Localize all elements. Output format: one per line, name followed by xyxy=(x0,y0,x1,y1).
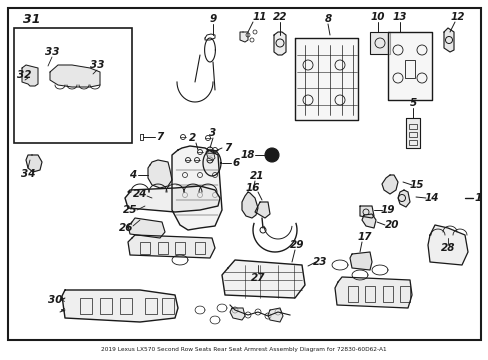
Polygon shape xyxy=(125,186,220,212)
Polygon shape xyxy=(294,38,357,120)
Bar xyxy=(404,60,414,78)
Bar xyxy=(158,242,168,254)
Text: 2019 Lexus LX570 Second Row Seats Rear Seat Armrest Assembly Diagram for 72830-6: 2019 Lexus LX570 Second Row Seats Rear S… xyxy=(101,347,386,352)
Bar xyxy=(140,242,150,254)
Polygon shape xyxy=(128,235,215,258)
Polygon shape xyxy=(229,308,244,320)
Polygon shape xyxy=(361,214,375,228)
Polygon shape xyxy=(128,218,164,238)
Polygon shape xyxy=(381,175,397,194)
Text: 18: 18 xyxy=(240,150,255,160)
Bar xyxy=(369,32,389,54)
Bar xyxy=(175,242,184,254)
Polygon shape xyxy=(405,118,419,148)
Text: 33: 33 xyxy=(45,47,59,57)
Text: 21: 21 xyxy=(249,171,264,181)
Polygon shape xyxy=(397,190,409,207)
Polygon shape xyxy=(349,252,371,270)
Text: 17: 17 xyxy=(357,232,371,242)
Polygon shape xyxy=(387,32,431,100)
Text: 33: 33 xyxy=(90,60,104,70)
Bar xyxy=(195,242,204,254)
Bar xyxy=(347,286,357,302)
Text: 6: 6 xyxy=(232,158,239,168)
Text: 22: 22 xyxy=(272,12,286,22)
Polygon shape xyxy=(22,65,38,86)
Text: 1: 1 xyxy=(473,193,481,203)
Text: 32: 32 xyxy=(17,70,31,80)
Text: 10: 10 xyxy=(370,12,385,22)
Polygon shape xyxy=(62,290,178,322)
Polygon shape xyxy=(273,32,285,55)
Bar xyxy=(80,298,92,314)
Polygon shape xyxy=(427,225,467,265)
Polygon shape xyxy=(148,160,172,188)
Polygon shape xyxy=(334,277,411,308)
Bar xyxy=(162,298,174,314)
Text: 19: 19 xyxy=(380,205,394,215)
Circle shape xyxy=(264,148,279,162)
Text: 7: 7 xyxy=(224,143,231,153)
Text: 25: 25 xyxy=(122,205,137,215)
Text: 13: 13 xyxy=(392,12,407,22)
Text: 15: 15 xyxy=(409,180,424,190)
Polygon shape xyxy=(205,150,215,160)
Text: 4: 4 xyxy=(129,170,136,180)
Text: 28: 28 xyxy=(440,243,454,253)
Text: 29: 29 xyxy=(289,240,304,250)
Text: 7: 7 xyxy=(156,132,163,142)
Polygon shape xyxy=(203,150,221,176)
Bar xyxy=(408,140,416,145)
Text: 26: 26 xyxy=(119,223,133,233)
Text: 14: 14 xyxy=(424,193,438,203)
Text: 34: 34 xyxy=(20,169,35,179)
Polygon shape xyxy=(240,32,247,42)
Text: 2: 2 xyxy=(189,133,196,143)
Text: 16: 16 xyxy=(245,183,260,193)
Text: 23: 23 xyxy=(312,257,326,267)
Text: 31: 31 xyxy=(23,13,41,26)
Text: 20: 20 xyxy=(384,220,398,230)
Text: 8: 8 xyxy=(324,14,331,24)
Bar xyxy=(14,28,132,143)
Polygon shape xyxy=(254,202,269,218)
Bar xyxy=(364,286,374,302)
Text: 3: 3 xyxy=(209,128,216,138)
Polygon shape xyxy=(26,155,42,172)
Text: 30: 30 xyxy=(48,295,62,305)
Bar xyxy=(408,124,416,129)
Bar xyxy=(382,286,392,302)
Polygon shape xyxy=(443,28,453,52)
Polygon shape xyxy=(359,206,373,218)
Polygon shape xyxy=(172,146,222,230)
Text: 24: 24 xyxy=(132,189,147,199)
Text: 9: 9 xyxy=(209,14,216,24)
Bar xyxy=(100,298,112,314)
Text: 11: 11 xyxy=(252,12,267,22)
Polygon shape xyxy=(222,260,305,298)
Bar xyxy=(145,298,157,314)
Text: 27: 27 xyxy=(250,273,264,283)
Bar xyxy=(399,286,409,302)
Bar xyxy=(408,132,416,137)
Polygon shape xyxy=(267,308,283,322)
Bar xyxy=(120,298,132,314)
Polygon shape xyxy=(242,192,258,218)
Text: 12: 12 xyxy=(450,12,464,22)
Polygon shape xyxy=(50,65,100,87)
Text: 5: 5 xyxy=(408,98,416,108)
